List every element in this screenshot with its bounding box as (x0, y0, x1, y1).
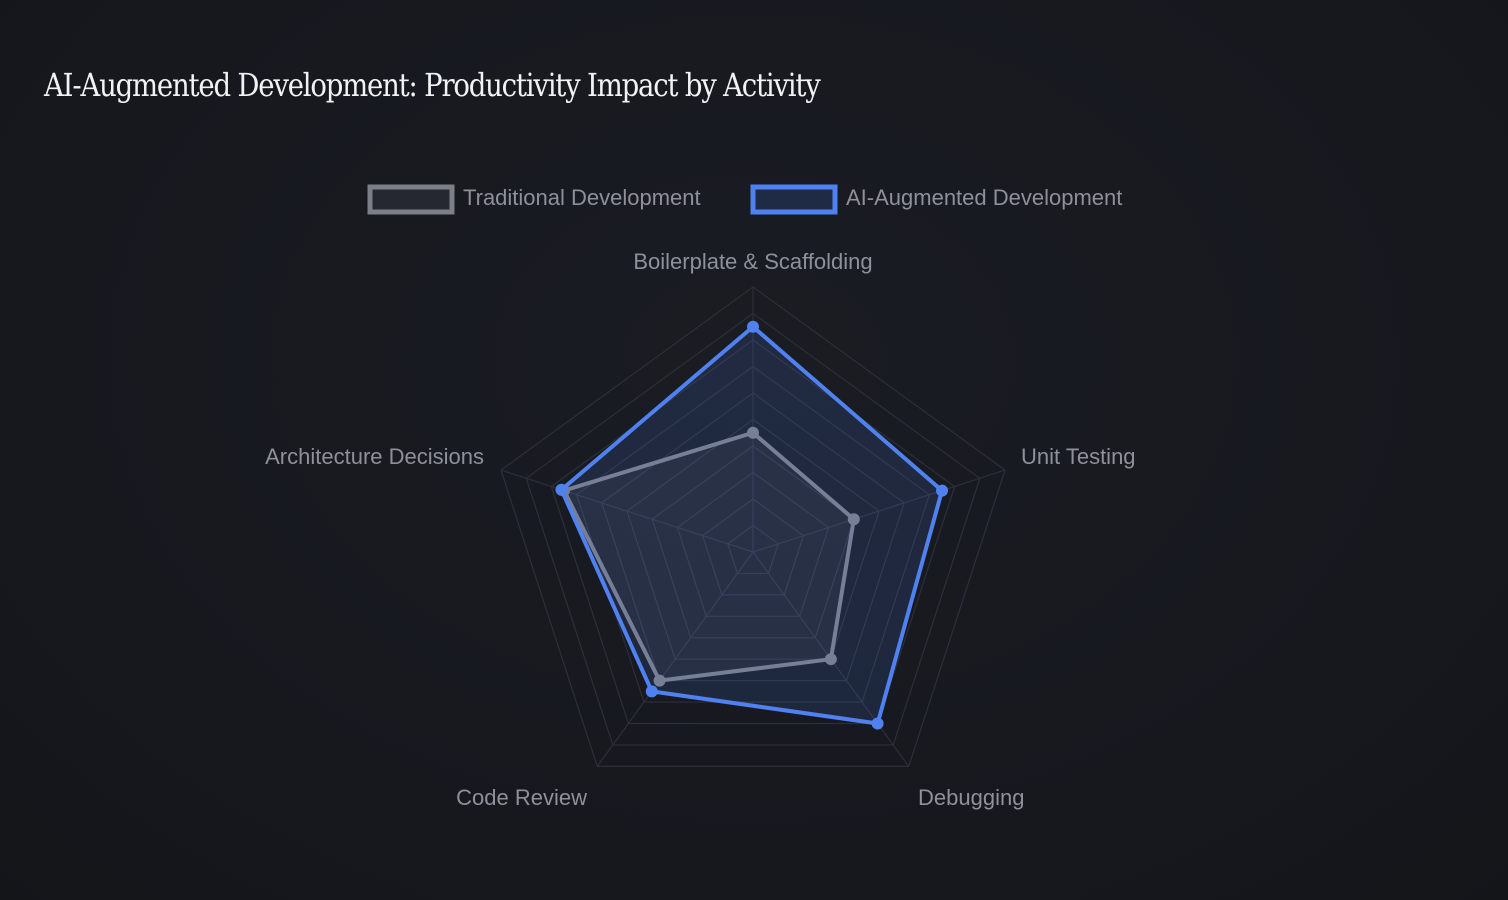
legend-label-augmented: AI-Augmented Development (846, 185, 1122, 210)
axis-label-code-review: Code Review (456, 785, 587, 810)
series-area-augmented (559, 324, 945, 726)
legend-item-augmented[interactable]: AI-Augmented Development (750, 184, 1122, 215)
series-area-traditional (561, 430, 856, 683)
grid-ring (575, 365, 931, 703)
data-point-augmented-debugging[interactable] (871, 717, 884, 730)
grid-spoke-code-review (596, 551, 754, 767)
data-point-augmented-unit-testing[interactable] (936, 484, 949, 497)
legend-item-traditional[interactable]: Traditional Development (367, 184, 701, 215)
data-point-traditional-debugging[interactable] (824, 653, 837, 666)
data-point-traditional-unit-testing[interactable] (847, 513, 860, 526)
axis-labels: Boilerplate & Scaffolding Unit Testing D… (265, 249, 1135, 810)
grid-ring (550, 339, 956, 725)
legend-label-traditional: Traditional Development (463, 185, 701, 210)
axis-label-boilerplate: Boilerplate & Scaffolding (633, 249, 872, 274)
grid-ring (626, 418, 880, 660)
axis-label-unit-testing: Unit Testing (1021, 444, 1136, 469)
series-augmented (555, 320, 949, 730)
series-traditional (557, 426, 860, 687)
grid-ring (500, 286, 1006, 767)
legend: Traditional Development AI-Augmented Dev… (367, 184, 1122, 215)
data-point-augmented-architecture-decisions[interactable] (555, 483, 568, 496)
grid-ring (601, 392, 905, 682)
data-point-augmented-boilerplate-scaffolding[interactable] (747, 320, 759, 333)
legend-swatch-augmented (750, 184, 838, 215)
legend-swatch-traditional (367, 184, 455, 215)
grid-spoke-unit-testing (752, 469, 1006, 553)
data-point-augmented-code-review[interactable] (645, 685, 658, 698)
grid-ring (525, 312, 981, 746)
axis-label-architecture: Architecture Decisions (265, 444, 484, 469)
axis-label-debugging: Debugging (918, 785, 1024, 810)
radar-series (555, 320, 949, 730)
data-point-traditional-boilerplate-scaffolding[interactable] (747, 426, 759, 439)
grid-ring (701, 498, 805, 596)
data-point-traditional-code-review[interactable] (653, 674, 666, 687)
grid-spoke-architecture-decisions (500, 469, 754, 553)
chart-title: AI-Augmented Development: Productivity I… (44, 66, 821, 104)
grid-ring (727, 524, 779, 575)
grid-ring (676, 471, 830, 617)
